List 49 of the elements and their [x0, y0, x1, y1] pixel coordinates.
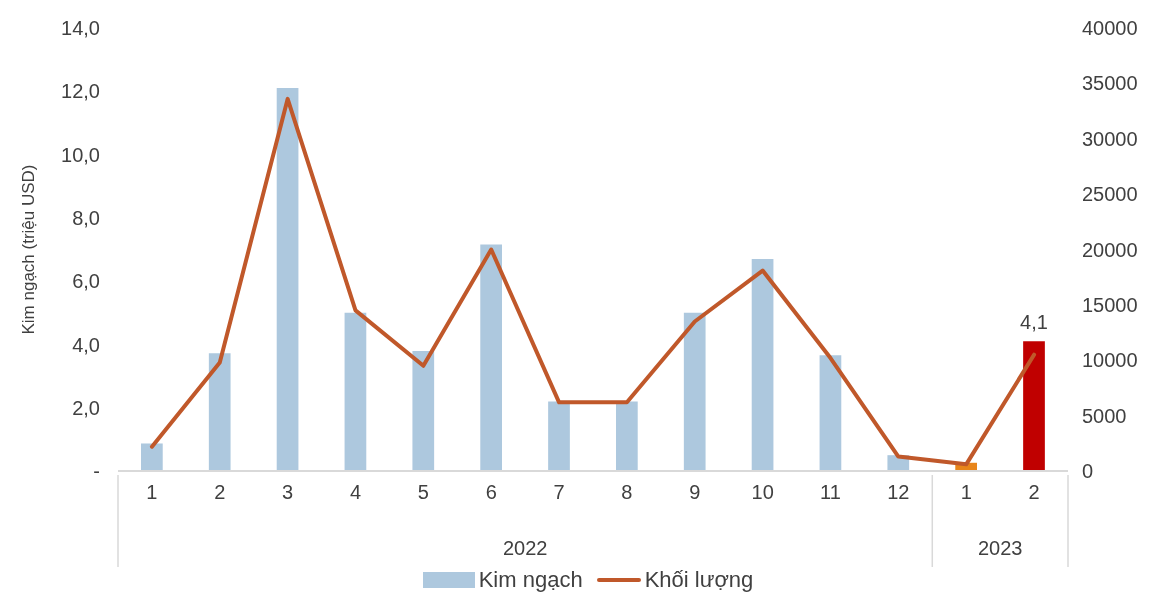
data-label: 4,1	[1020, 311, 1048, 334]
bar	[141, 443, 163, 471]
bar	[276, 88, 299, 471]
y-tick-label: 8,0	[72, 206, 100, 229]
bar	[683, 312, 706, 471]
bar	[751, 258, 774, 471]
bar	[344, 312, 367, 471]
x-tick-label: 7	[553, 481, 565, 503]
x-tick-label: 4	[349, 481, 362, 503]
legend-label: Kim ngạch	[478, 567, 583, 593]
y-tick-label: -	[93, 460, 100, 483]
x-tick-label: 9	[689, 481, 701, 503]
y-tick-label: 10,0	[61, 143, 100, 166]
x-tick-label: 1	[146, 481, 158, 503]
text: 2022	[502, 537, 548, 559]
y-tick-label: 2,0	[72, 396, 100, 419]
y-tick-label: 6,0	[72, 270, 100, 293]
y2-tick-label: 40000	[1082, 17, 1138, 40]
y2-tick-label: 0	[1082, 460, 1094, 483]
y-axis-title: Kim ngạch (triệu USD)	[19, 164, 39, 335]
bar	[208, 353, 231, 471]
y2-tick-label: 35000	[1082, 72, 1138, 95]
y-tick-label: 14,0	[61, 17, 100, 40]
x-tick-label: 10	[751, 481, 774, 503]
bar	[548, 401, 570, 471]
y-tick-label: 4,0	[72, 333, 100, 356]
y2-tick-label: 30000	[1082, 127, 1138, 150]
legend-label: Khối lượng	[644, 567, 754, 593]
bar	[480, 244, 502, 471]
x-tick-label: 1	[960, 481, 972, 503]
y2-tick-label: 10000	[1082, 349, 1138, 372]
y2-tick-label: 15000	[1082, 293, 1138, 316]
x-tick-label: 2	[214, 481, 226, 503]
bar	[1023, 341, 1045, 471]
x-tick-label: 6	[485, 481, 497, 503]
x-tick-label: 3	[282, 481, 294, 503]
y2-tick-label: 25000	[1082, 183, 1138, 206]
y2-tick-label: 20000	[1082, 238, 1138, 261]
x-tick-label: 12	[887, 481, 910, 503]
bar	[412, 351, 435, 471]
text: 2023	[977, 537, 1023, 559]
x-tick-label: 8	[621, 481, 633, 503]
x-tick-label: 5	[417, 481, 429, 503]
bar	[616, 401, 638, 471]
x-tick-label: 2	[1028, 481, 1040, 503]
y-tick-label: 12,0	[61, 80, 100, 103]
bar	[819, 355, 842, 471]
y2-tick-label: 5000	[1082, 404, 1127, 427]
x-tick-label: 11	[820, 481, 841, 503]
